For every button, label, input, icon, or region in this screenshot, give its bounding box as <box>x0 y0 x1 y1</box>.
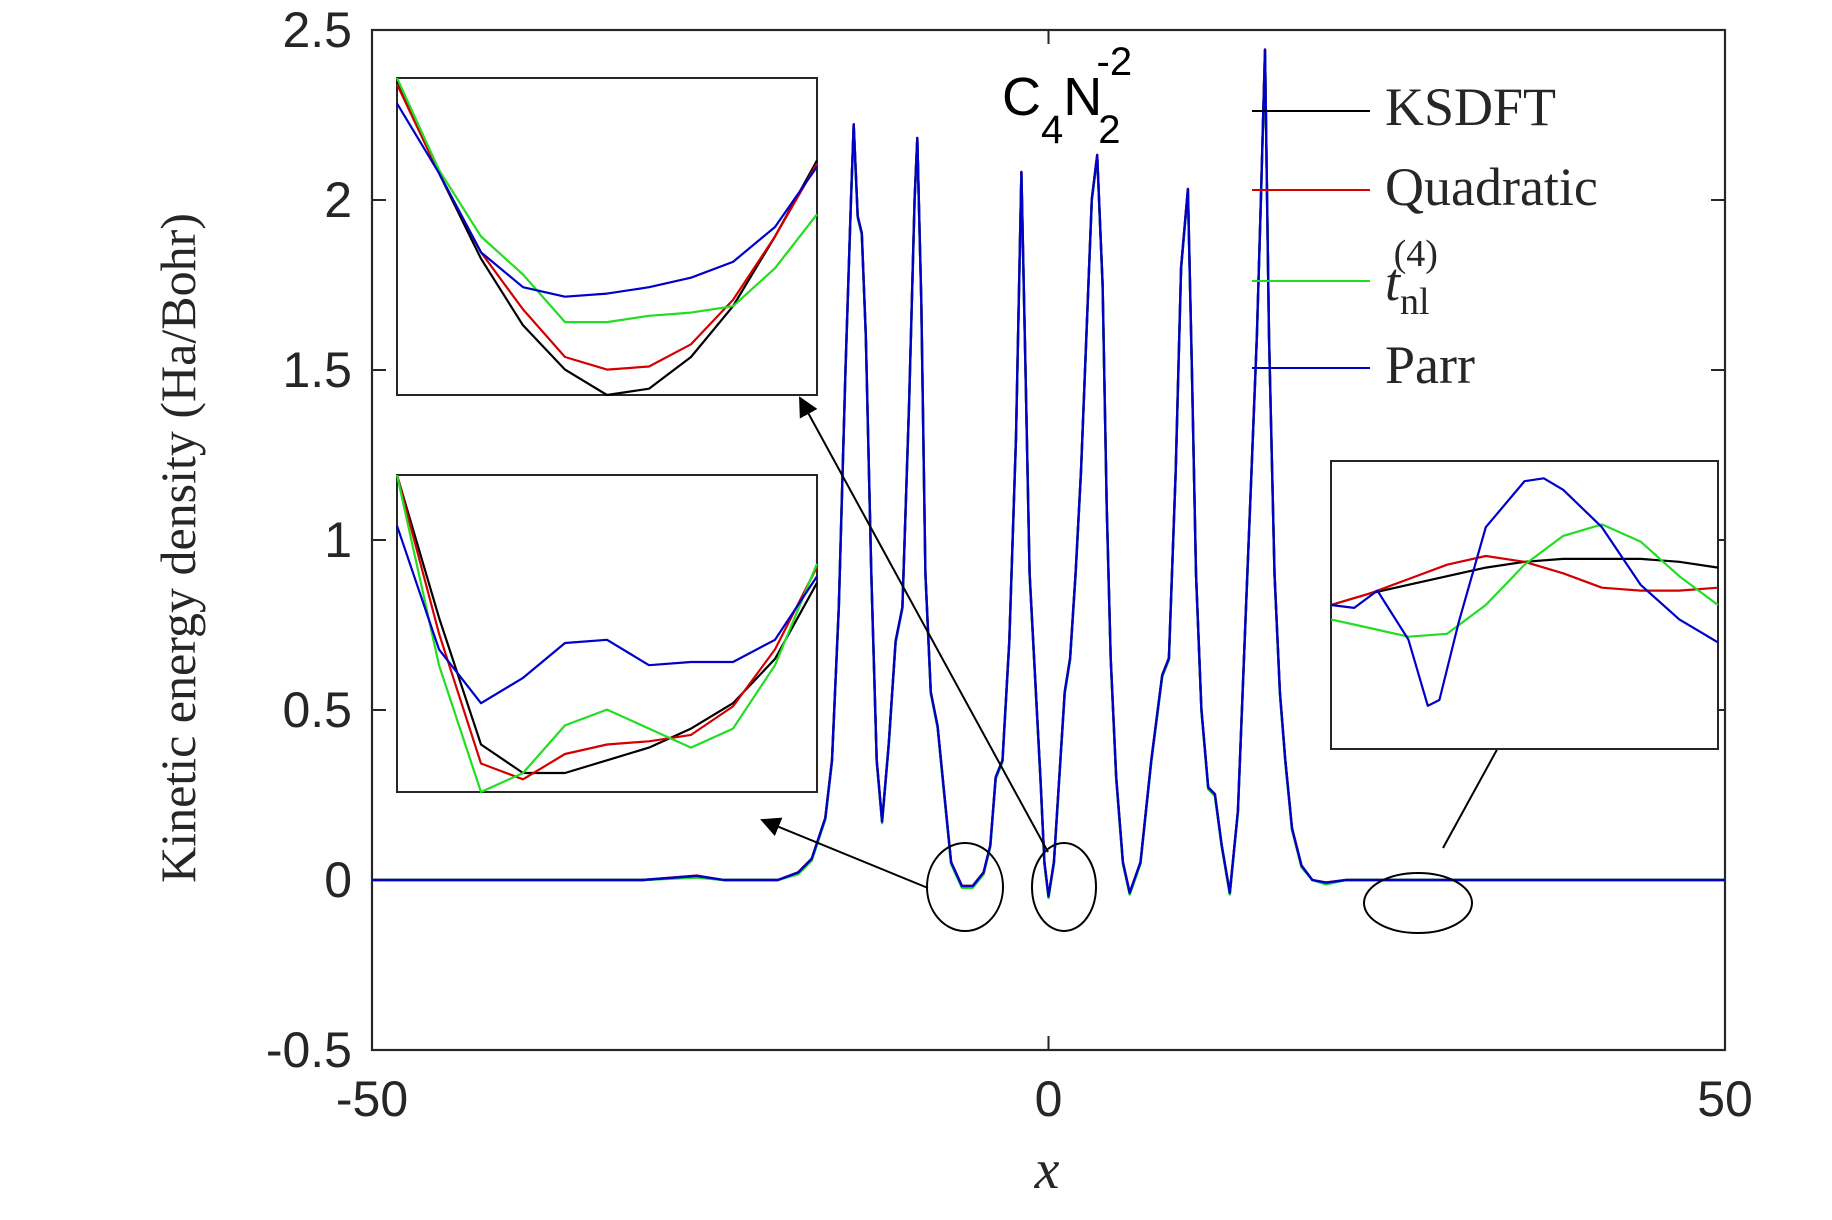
inset-series-line-t-nl-4- <box>395 77 818 324</box>
callout-annotations <box>760 396 1534 934</box>
y-axis-label: Kinetic energy density (Ha/Bohr) <box>150 213 206 883</box>
inset-frame <box>396 474 818 793</box>
inset-series-line-parr <box>395 525 818 705</box>
molecule-label-c-sub: 4 <box>1041 108 1063 152</box>
x-tick-label: 50 <box>1697 1071 1753 1127</box>
legend-label-tnl: tnl (4) <box>1385 233 1438 323</box>
inset-series-line-parr <box>1330 477 1719 707</box>
callout-arrow <box>760 817 929 889</box>
legend-label-tnl-sup: (4) <box>1394 233 1438 275</box>
series-line-parr <box>372 48 1725 898</box>
inset-frame <box>396 77 818 396</box>
y-tick-label: -0.5 <box>266 1022 352 1078</box>
y-tick-label: 1.5 <box>282 342 352 398</box>
inset-series-line-t-nl-4- <box>1330 523 1719 638</box>
inset-middle-left <box>395 474 819 794</box>
y-tick-label: 1 <box>324 512 352 568</box>
legend-label-tnl-sub: nl <box>1400 281 1430 323</box>
inset-upper-left <box>395 77 818 397</box>
y-tick-label: 2 <box>324 172 352 228</box>
inset-frame <box>1330 460 1719 750</box>
callout-arrow <box>799 396 1049 853</box>
y-tick-label: 2.5 <box>282 2 352 58</box>
x-tick-label: 0 <box>1035 1071 1063 1127</box>
legend-label-quadratic: Quadratic <box>1385 157 1598 217</box>
molecule-label-n-sub: 2 <box>1098 108 1120 152</box>
inset-series-line-ksdft <box>395 80 818 397</box>
inset-series-line-parr <box>396 102 818 298</box>
axis-ticks: -50 0 50 -0.5 0 0.5 1 1.5 2 2.5 <box>266 2 1753 1127</box>
legend-label-ksdft: KSDFT <box>1385 77 1556 137</box>
legend: KSDFT Quadratic tnl (4) Parr <box>1252 77 1598 395</box>
inset-right <box>1330 460 1719 750</box>
zoom-ellipse <box>1363 872 1473 934</box>
y-tick-label: 0 <box>324 852 352 908</box>
inset-series-line-t-nl-4- <box>395 474 819 794</box>
molecule-label-n: N <box>1063 67 1102 127</box>
inset-panels <box>395 77 1719 794</box>
molecule-label-n-sup: -2 <box>1097 40 1133 84</box>
inset-series-line-quadratic <box>1330 554 1719 607</box>
legend-label-tnl-base: t <box>1385 252 1402 312</box>
y-tick-label: 0.5 <box>282 682 352 738</box>
molecule-label-c: C <box>1002 67 1041 127</box>
main-plot-lines <box>372 48 1725 900</box>
x-tick-label: -50 <box>336 1071 408 1127</box>
x-axis-label: x <box>1034 1139 1060 1201</box>
zoom-ellipse <box>1031 842 1097 932</box>
legend-label-parr: Parr <box>1385 335 1475 395</box>
molecule-label: C4N 2 -2 <box>1002 40 1132 152</box>
inset-series-line-quadratic <box>395 474 818 781</box>
